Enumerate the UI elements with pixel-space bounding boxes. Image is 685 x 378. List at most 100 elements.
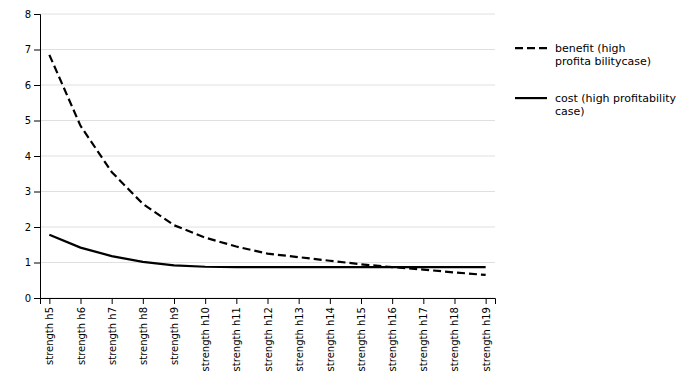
x-tick-label: strength h7: [107, 307, 118, 365]
x-tick: strength h11: [231, 298, 242, 371]
x-tick-label: strength h14: [325, 307, 336, 371]
legend-label-line: profita bilitycase): [555, 55, 651, 68]
x-tick-mark: [392, 298, 393, 304]
y-tick-mark: [34, 192, 40, 193]
x-axis: strength h5 strength h6 strength h7 strengt…: [41, 298, 496, 371]
x-tick-label: strength h11: [231, 307, 242, 371]
grid-line: [40, 85, 495, 86]
grid-line: [40, 49, 495, 50]
x-tick: strength h18: [449, 298, 460, 371]
chart: 012345678strength h5strength h6strength …: [0, 0, 685, 378]
grid-line: [40, 14, 495, 15]
legend-item: benefit (highprofita bilitycase): [515, 42, 651, 68]
x-tick: strength h10: [200, 298, 211, 371]
x-tick: strength h9: [169, 298, 180, 365]
x-tick-label: strength h17: [418, 307, 429, 371]
x-tick: strength h13: [294, 298, 305, 371]
x-tick: strength h5: [44, 298, 55, 365]
x-tick: strength h14: [325, 298, 336, 371]
y-tick: 6: [25, 80, 40, 91]
legend-label-line: case): [555, 105, 585, 118]
y-tick: 3: [25, 186, 40, 197]
x-tick-mark: [236, 298, 237, 304]
x-tick-mark: [112, 298, 113, 304]
x-axis-line: [41, 299, 496, 305]
y-tick: 8: [25, 9, 40, 20]
x-tick-mark: [49, 298, 50, 304]
x-tick-mark: [454, 298, 455, 304]
x-tick-mark: [423, 298, 424, 304]
y-tick: 0: [25, 293, 40, 304]
x-tick-label: strength h9: [169, 307, 180, 365]
y-tick-mark: [34, 227, 40, 228]
x-tick-label: strength h15: [356, 307, 367, 371]
y-tick-label: 6: [25, 80, 31, 91]
legend-swatch: [515, 47, 547, 49]
x-tick-mark: [330, 298, 331, 304]
x-tick-label: strength h6: [76, 307, 87, 365]
grid-line: [40, 262, 495, 263]
x-tick-mark: [81, 298, 82, 304]
legend-label-line: benefit (high: [555, 42, 626, 55]
y-tick-label: 8: [25, 9, 31, 20]
series-line: [49, 235, 485, 267]
y-tick-label: 0: [25, 293, 31, 304]
x-tick-mark: [299, 298, 300, 304]
x-tick-label: strength h19: [481, 307, 492, 371]
x-tick: strength h16: [387, 298, 398, 371]
y-tick-label: 1: [25, 257, 31, 268]
legend-label: benefit (highprofita bilitycase): [555, 42, 651, 68]
y-tick-mark: [34, 156, 40, 157]
y-tick-label: 2: [25, 222, 31, 233]
x-tick: strength h6: [76, 298, 87, 365]
grid-line: [40, 156, 495, 157]
legend-label-line: cost (high profitability: [555, 92, 677, 105]
grid-line: [40, 191, 495, 192]
y-tick-mark: [34, 121, 40, 122]
y-tick-mark: [34, 298, 40, 299]
y-tick: 2: [25, 222, 40, 233]
y-axis: 0 1 2 3 4 5 6 7 8: [25, 9, 41, 304]
legend: benefit (highprofita bilitycase) cost (hi…: [515, 42, 677, 118]
y-tick: 5: [25, 115, 40, 126]
x-tick-mark: [205, 298, 206, 304]
y-tick: 1: [25, 257, 40, 268]
y-tick-mark: [34, 50, 40, 51]
x-tick-mark: [174, 298, 175, 304]
grid-line: [40, 227, 495, 228]
x-tick: strength h17: [418, 298, 429, 371]
y-axis-line: [34, 15, 41, 299]
legend-swatch: [515, 97, 547, 99]
y-tick-mark: [34, 263, 40, 264]
y-tick: 7: [25, 44, 40, 55]
y-tick-mark: [34, 14, 40, 15]
lines: [49, 55, 485, 275]
x-tick-label: strength h8: [138, 307, 149, 365]
x-tick-label: strength h13: [294, 307, 305, 371]
y-tick-label: 3: [25, 186, 31, 197]
y-tick: 4: [25, 151, 40, 162]
x-tick-label: strength h18: [449, 307, 460, 371]
y-tick-label: 5: [25, 115, 31, 126]
series-line: [49, 55, 485, 275]
x-tick: strength h12: [263, 298, 274, 371]
y-tick-label: 7: [25, 44, 31, 55]
grid-line: [40, 120, 495, 121]
legend-label: cost (high profitabilitycase): [555, 92, 677, 118]
x-tick: strength h15: [356, 298, 367, 371]
x-tick: strength h19: [481, 298, 492, 371]
y-tick-mark: [34, 85, 40, 86]
x-tick-label: strength h16: [387, 307, 398, 371]
x-tick: strength h7: [107, 298, 118, 365]
grid: [40, 14, 495, 298]
y-tick-label: 4: [25, 151, 31, 162]
x-tick-mark: [143, 298, 144, 304]
x-tick-label: strength h12: [263, 307, 274, 371]
x-tick-mark: [268, 298, 269, 304]
x-tick-label: strength h10: [200, 307, 211, 371]
plot: 012345678strength h5strength h6strength …: [25, 9, 496, 372]
x-tick-mark: [361, 298, 362, 304]
x-tick-label: strength h5: [44, 307, 55, 365]
x-tick-mark: [486, 298, 487, 304]
legend-item: cost (high profitabilitycase): [515, 92, 677, 118]
